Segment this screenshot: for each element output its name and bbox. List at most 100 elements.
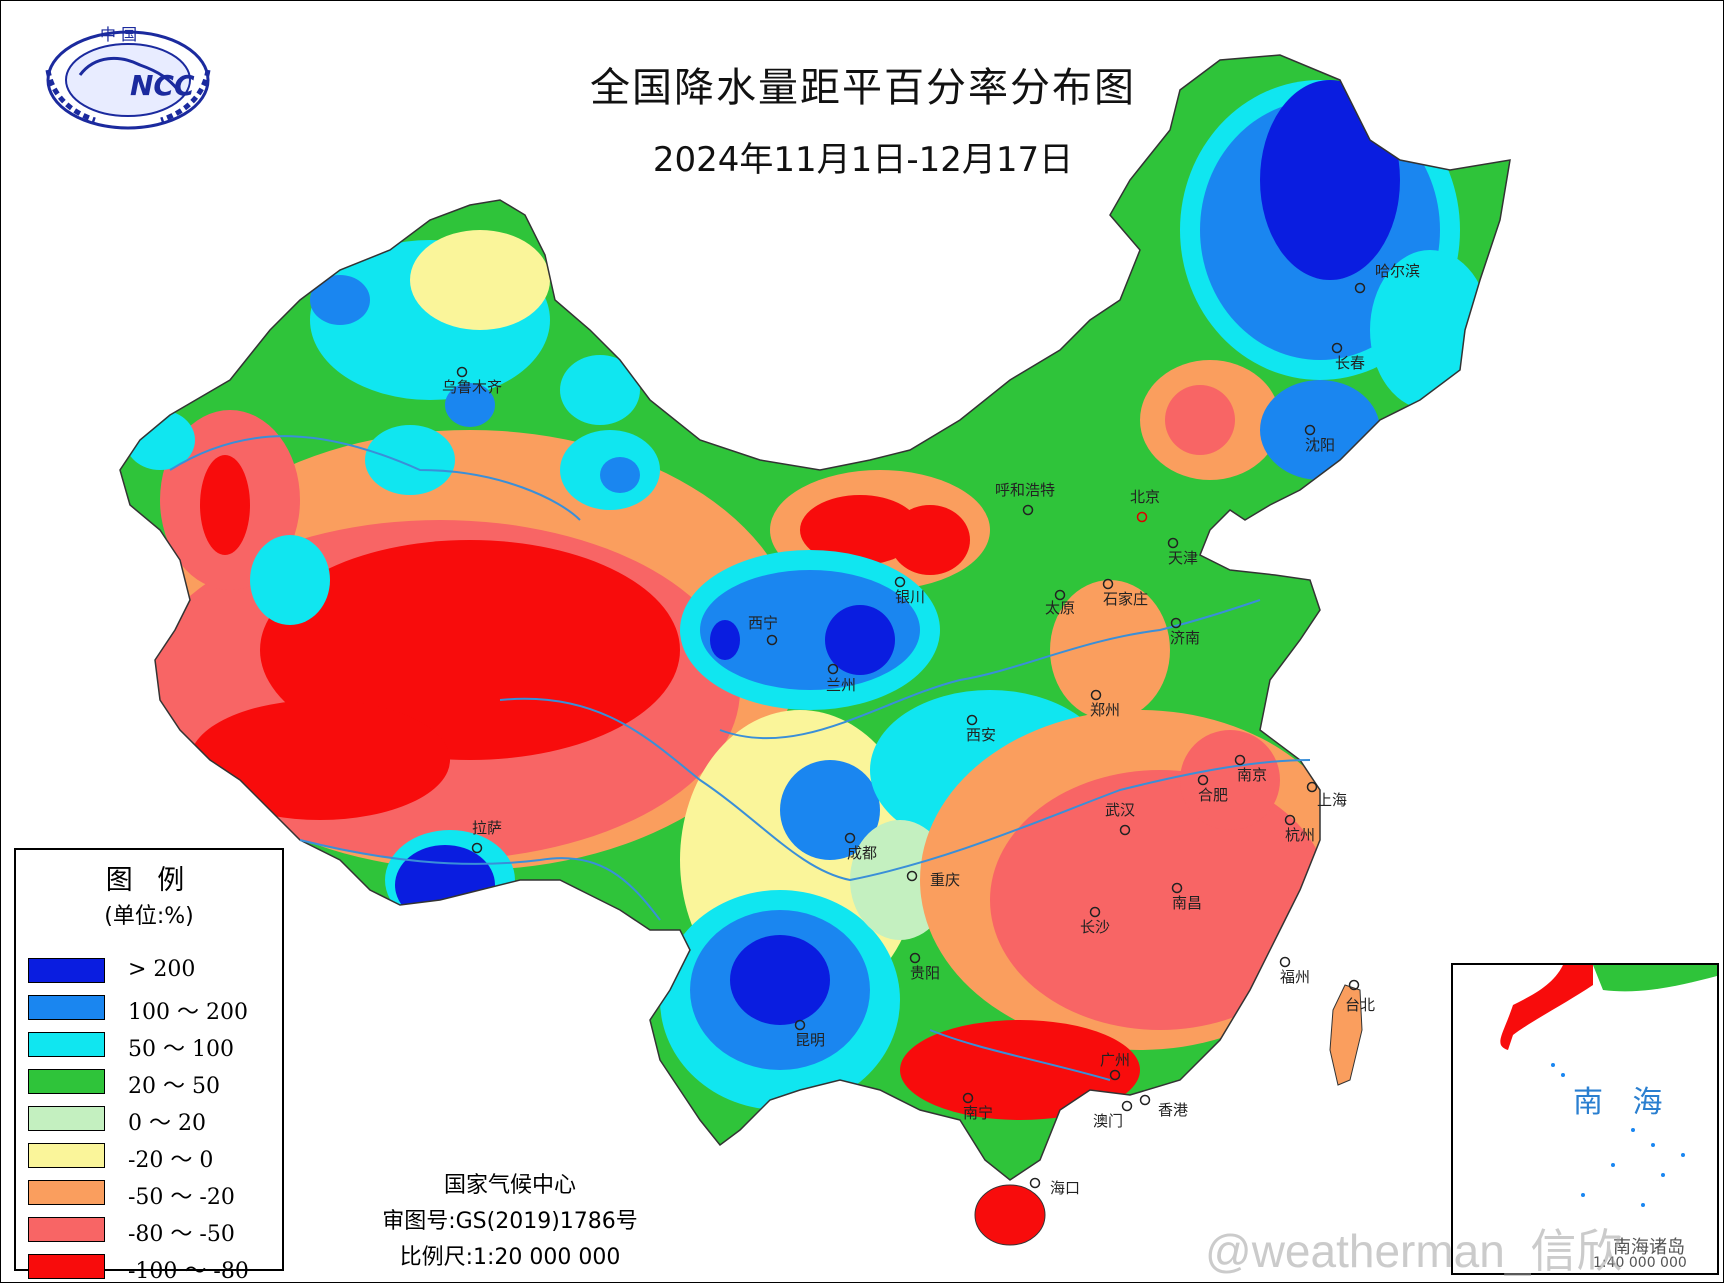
city-nanchang: 南昌 — [1171, 882, 1202, 912]
map-title: 全国降水量距平百分率分布图 — [590, 65, 1136, 111]
svg-text:银川: 银川 — [895, 588, 925, 606]
legend-label: 50 ～ 100 — [128, 1037, 234, 1062]
city-hongkong: 香港 — [1139, 1094, 1188, 1119]
city-macau: 澳门 — [1093, 1100, 1133, 1130]
city-guiyang: 贵阳 — [909, 952, 940, 982]
svg-text:合肥: 合肥 — [1198, 786, 1228, 804]
legend-label: 0 ～ 20 — [128, 1111, 206, 1136]
city-lhasa: 拉萨 — [471, 819, 502, 854]
city-taiyuan: 太原 — [1045, 589, 1075, 617]
city-xian: 西安 — [966, 714, 996, 744]
legend-swatch — [28, 995, 105, 1020]
legend-label: -80 ～ -50 — [128, 1222, 235, 1247]
legend-swatch — [28, 958, 105, 983]
svg-text:西宁: 西宁 — [748, 614, 778, 632]
legend-label: -20 ～ 0 — [128, 1148, 214, 1173]
svg-text:NCC: NCC — [130, 69, 195, 102]
city-lanzhou: 兰州 — [826, 663, 856, 694]
city-shanghai: 上海 — [1306, 781, 1347, 809]
svg-text:武汉: 武汉 — [1105, 801, 1135, 819]
city-shenyang: 沈阳 — [1304, 424, 1335, 454]
legend-swatch — [28, 1254, 105, 1279]
city-zhengzhou: 郑州 — [1090, 689, 1120, 719]
svg-text:济南: 济南 — [1170, 629, 1200, 647]
legend-swatch — [28, 1217, 105, 1242]
svg-text:长春: 长春 — [1335, 354, 1365, 372]
city-harbin: 哈尔滨 — [1354, 262, 1420, 294]
svg-text:南宁: 南宁 — [963, 1104, 993, 1122]
legend-item: 0 ～ 20 — [28, 1106, 278, 1136]
city-kunming: 昆明 — [794, 1019, 825, 1049]
city-tianjin: 天津 — [1167, 537, 1198, 567]
city-hefei: 合肥 — [1197, 774, 1228, 804]
svg-text:兰州: 兰州 — [826, 676, 856, 694]
svg-text:郑州: 郑州 — [1090, 701, 1120, 719]
credit-scale: 比例尺:1:20 000 000 — [399, 1245, 621, 1270]
taiwan-island — [1329, 984, 1363, 1086]
svg-text:拉萨: 拉萨 — [472, 819, 502, 837]
city-nanjing: 南京 — [1234, 754, 1267, 784]
svg-text:太原: 太原 — [1045, 599, 1075, 617]
legend: 图 例 (单位:%) > 200 100 ～ 200 50 ～ 100 20 ～ 50… — [14, 848, 284, 1284]
city-chongqing: 重庆 — [906, 870, 960, 889]
svg-text:石家庄: 石家庄 — [1103, 590, 1148, 608]
city-hangzhou: 杭州 — [1284, 814, 1315, 844]
city-guangzhou: 广州 — [1100, 1051, 1130, 1081]
rivers — [169, 435, 1311, 1081]
legend-unit: (单位:%) — [104, 904, 194, 929]
ncc-logo: 中 国 NCC — [45, 25, 211, 130]
svg-text:中 国: 中 国 — [100, 25, 137, 44]
legend-label: 100 ～ 200 — [128, 1000, 248, 1025]
svg-text:沈阳: 沈阳 — [1305, 436, 1335, 454]
city-jinan: 济南 — [1170, 617, 1200, 647]
city-hohhot: 呼和浩特 — [995, 481, 1055, 516]
hainan-island — [974, 1184, 1046, 1246]
city-markers: 乌鲁木齐 哈尔滨 长春 沈阳 呼和浩特 北京 天津 银川 太原 石家庄 西宁 兰… — [442, 262, 1420, 1197]
svg-text:香港: 香港 — [1158, 1101, 1188, 1119]
svg-text:西安: 西安 — [966, 726, 996, 744]
inset-map — [1453, 965, 1717, 1207]
credit-org: 国家气候中心 — [443, 1173, 576, 1198]
legend-item: 100 ～ 200 — [28, 995, 278, 1025]
city-xining: 西宁 — [748, 614, 778, 646]
inset-scale: 1:40 000 000 — [1593, 1255, 1687, 1271]
svg-text:上海: 上海 — [1317, 791, 1347, 809]
city-taipei: 台北 — [1345, 979, 1375, 1014]
city-yinchuan: 银川 — [894, 576, 925, 606]
svg-text:成都: 成都 — [847, 844, 877, 862]
svg-text:南昌: 南昌 — [1172, 894, 1202, 912]
svg-text:乌鲁木齐: 乌鲁木齐 — [442, 378, 502, 396]
city-shijiazhuang: 石家庄 — [1102, 578, 1148, 608]
legend-label: -100 ～ -80 — [128, 1259, 249, 1284]
svg-text:北京: 北京 — [1130, 488, 1160, 506]
legend-item: -100 ～ -80 — [28, 1254, 278, 1284]
south-china-sea-inset: 南 海 南海诸岛 1:40 000 000 — [1451, 963, 1719, 1275]
legend-item: -50 ～ -20 — [28, 1180, 278, 1210]
date-range: 2024年11月1日-12月17日 — [652, 140, 1074, 180]
svg-text:贵阳: 贵阳 — [910, 964, 940, 982]
legend-swatch — [28, 1106, 105, 1131]
south-china-sea-label: 南 海 — [1573, 1085, 1673, 1120]
svg-text:昆明: 昆明 — [795, 1031, 825, 1049]
city-fuzhou: 福州 — [1279, 956, 1310, 986]
legend-item: -20 ～ 0 — [28, 1143, 278, 1173]
svg-text:福州: 福州 — [1280, 968, 1310, 986]
legend-label: -50 ～ -20 — [128, 1185, 235, 1210]
legend-item: -80 ～ -50 — [28, 1217, 278, 1247]
legend-item: 20 ～ 50 — [28, 1069, 278, 1099]
svg-text:广州: 广州 — [1100, 1051, 1130, 1069]
svg-text:海口: 海口 — [1050, 1179, 1080, 1197]
svg-text:哈尔滨: 哈尔滨 — [1375, 262, 1420, 280]
legend-swatch — [28, 1143, 105, 1168]
city-changchun: 长春 — [1331, 342, 1365, 372]
city-wuhan: 武汉 — [1105, 801, 1135, 836]
legend-swatch — [28, 1069, 105, 1094]
city-nanning: 南宁 — [962, 1092, 993, 1122]
legend-item: > 200 — [28, 957, 278, 988]
city-urumqi: 乌鲁木齐 — [442, 366, 502, 396]
svg-text:重庆: 重庆 — [930, 871, 960, 889]
legend-label: > 200 — [128, 957, 196, 982]
svg-text:杭州: 杭州 — [1285, 826, 1315, 844]
